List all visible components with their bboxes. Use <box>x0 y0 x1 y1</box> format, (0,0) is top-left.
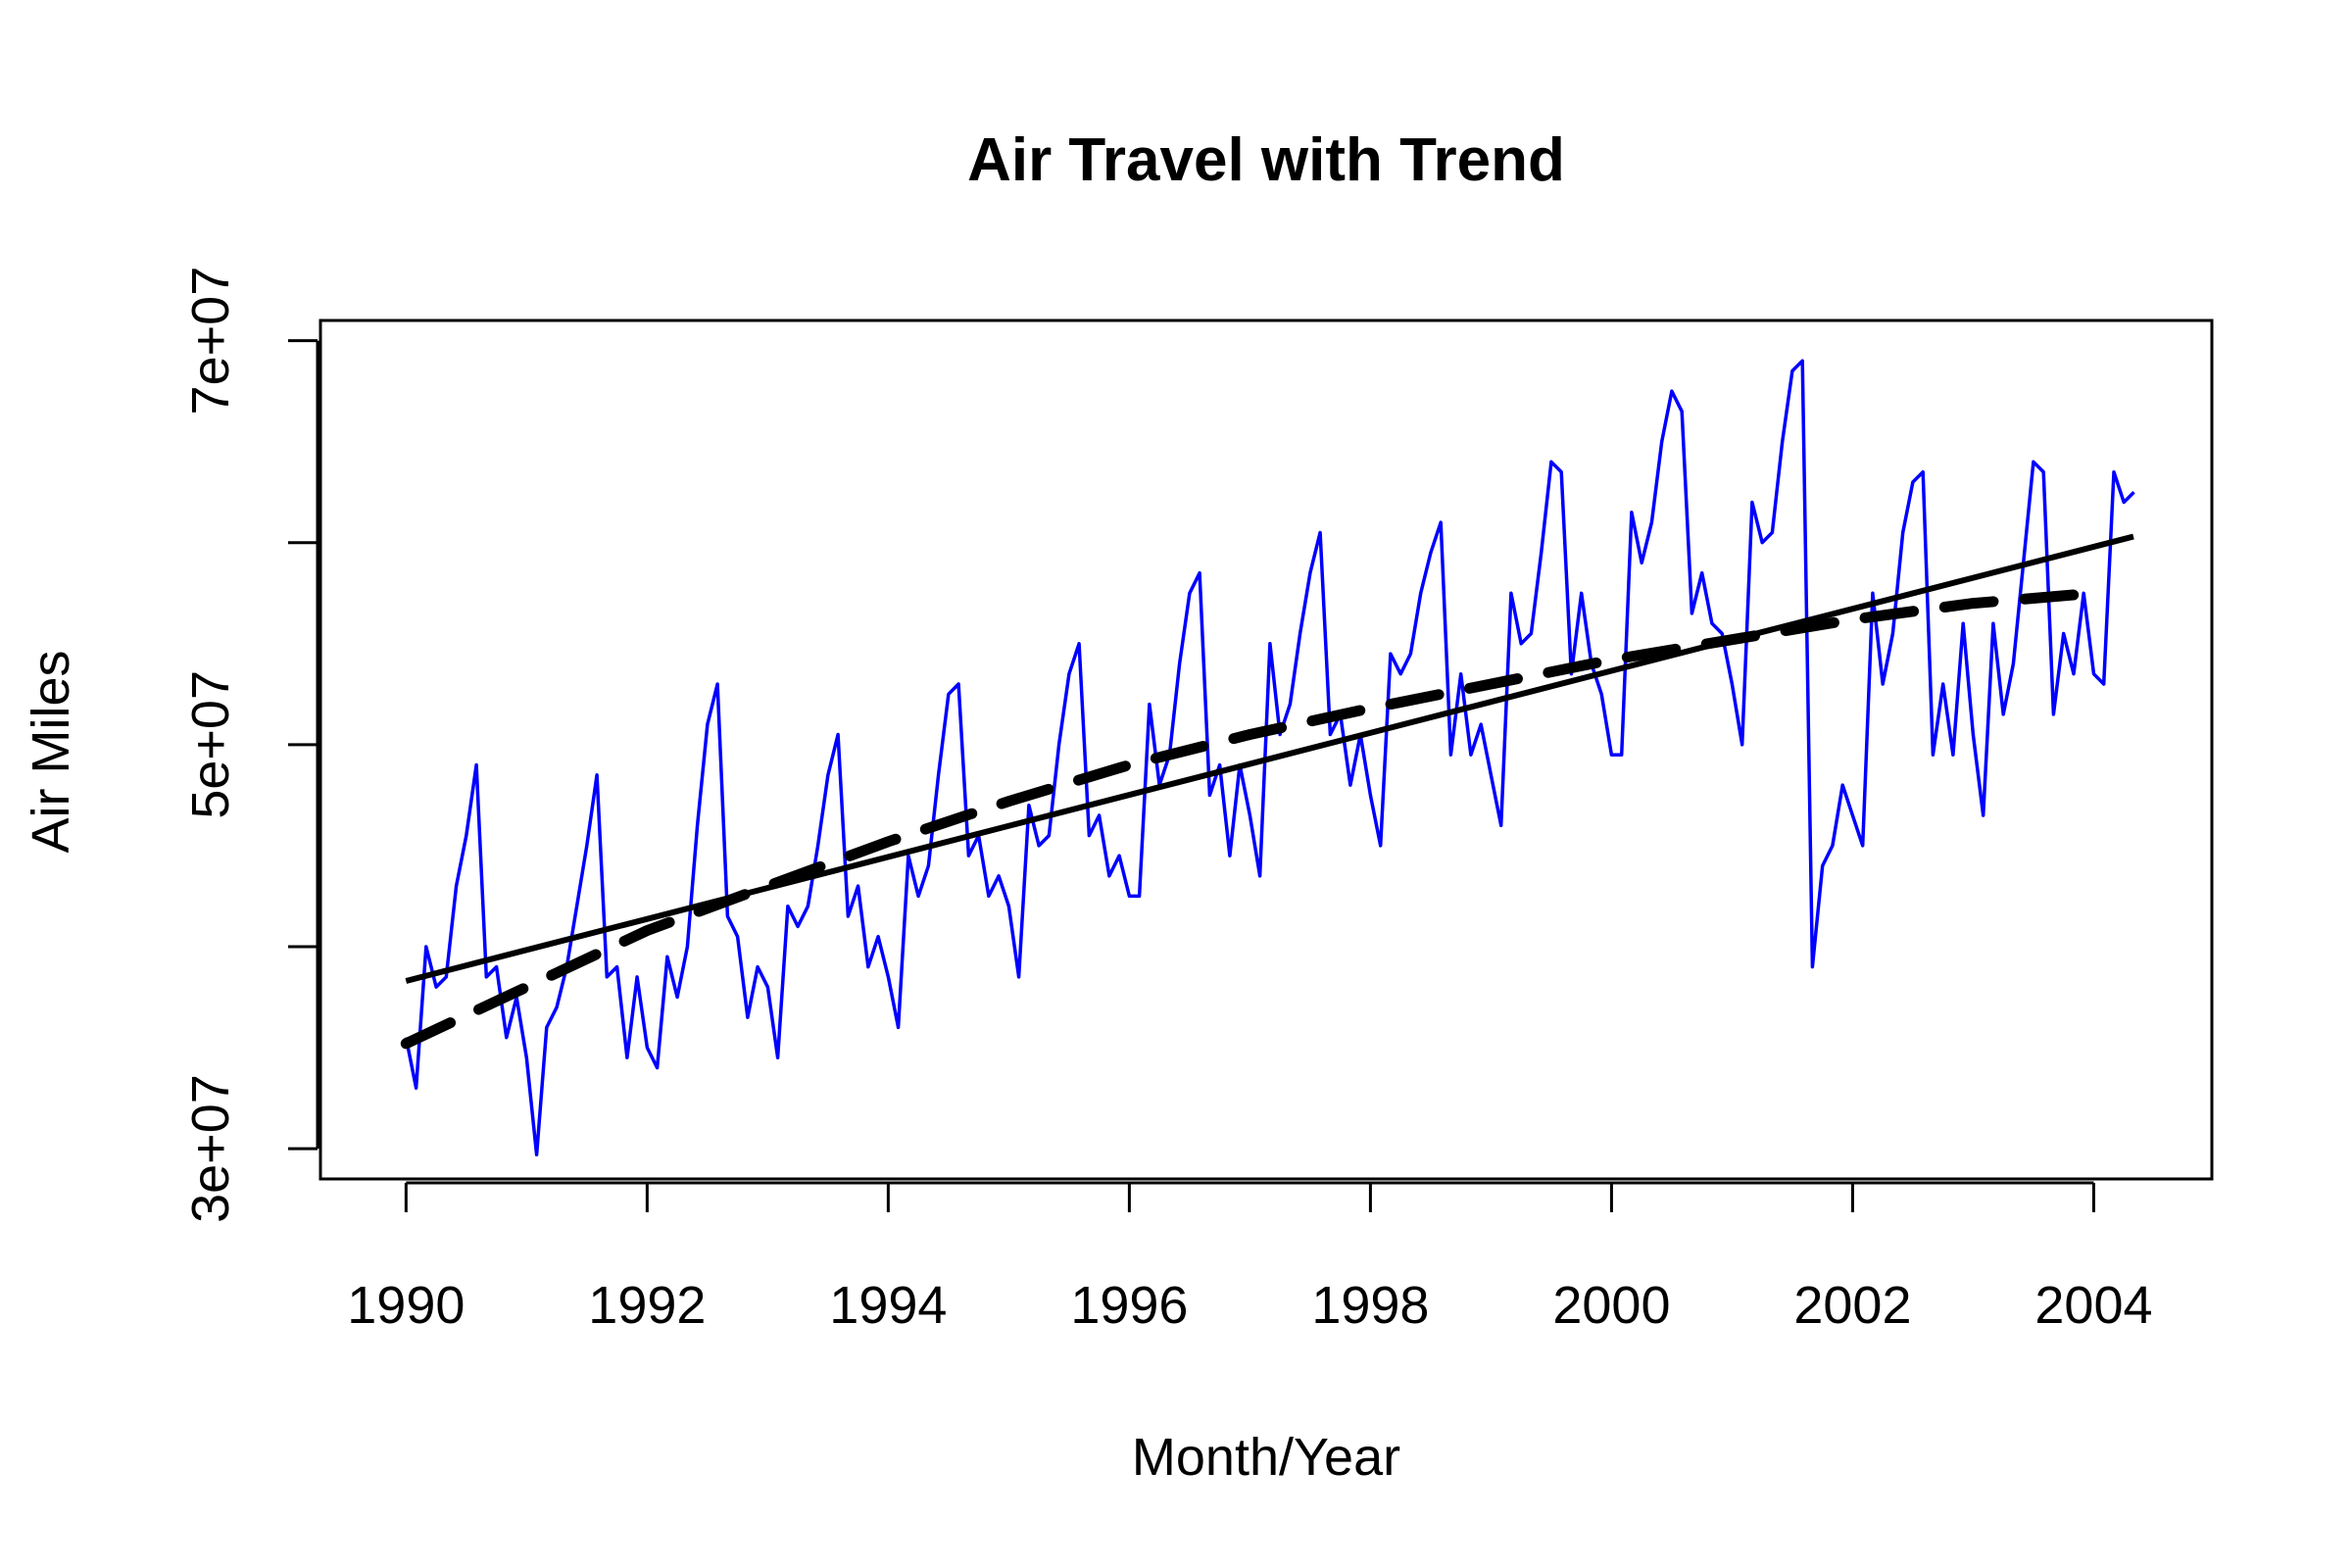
x-tick-label: 2002 <box>1793 1276 1911 1335</box>
plot-frame <box>318 318 2214 1181</box>
x-tick-label: 1994 <box>829 1276 947 1335</box>
smoothed-trend-line <box>400 587 2099 1050</box>
x-tick-label: 1992 <box>588 1276 706 1335</box>
x-axis: 1990 1992 1994 1996 1998 2000 2002 2004 <box>347 1181 2153 1335</box>
y-axis: 3e+07 5e+07 7e+07 <box>181 267 319 1223</box>
y-tick-label: 3e+07 <box>181 1074 240 1223</box>
chart-title: Air Travel with Trend <box>967 126 1565 194</box>
y-tick-label: 5e+07 <box>181 670 240 819</box>
x-tick-label: 2000 <box>1552 1276 1670 1335</box>
x-tick-label: 1996 <box>1070 1276 1188 1335</box>
x-axis-label: Month/Year <box>1132 1428 1400 1487</box>
x-tick-label: 1990 <box>347 1276 465 1335</box>
y-tick-label: 7e+07 <box>181 267 240 416</box>
linear-trend-line <box>405 533 2134 984</box>
x-tick-label: 2004 <box>2034 1276 2152 1335</box>
air-miles-series-line <box>404 359 2135 1157</box>
series-layer <box>400 359 2135 1157</box>
x-tick-label: 1998 <box>1311 1276 1429 1335</box>
y-axis-label: Air Miles <box>22 650 80 853</box>
